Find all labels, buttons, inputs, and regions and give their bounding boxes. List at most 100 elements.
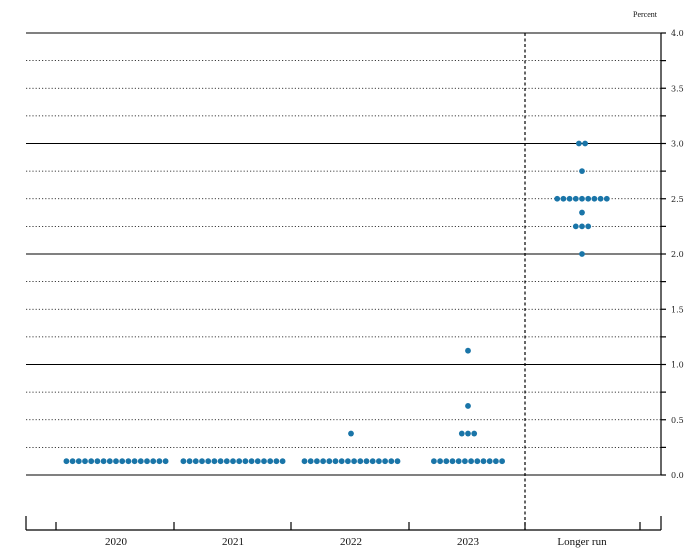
participant-dot: [499, 458, 505, 465]
participant-dot: [579, 195, 585, 202]
participant-dot: [106, 458, 113, 465]
participant-dot: [186, 458, 193, 465]
y-tick-label: 1.5: [671, 305, 684, 314]
participant-dot: [137, 458, 144, 465]
participant-dot: [465, 403, 471, 409]
participant-dot: [582, 140, 588, 147]
participant-dot: [585, 195, 592, 202]
participant-dot: [192, 458, 199, 465]
gridlines: [26, 32, 666, 530]
participant-dot: [63, 458, 70, 465]
participant-dot: [332, 458, 339, 465]
participant-dot: [351, 458, 357, 465]
participant-dot: [603, 195, 610, 202]
participant-dot: [267, 458, 274, 465]
participant-dot: [345, 458, 351, 465]
participant-dot: [369, 458, 376, 465]
participant-dot: [579, 223, 585, 230]
participant-dot: [348, 430, 354, 437]
participant-dot: [320, 458, 326, 465]
participant-dot: [75, 458, 82, 465]
participant-dot: [273, 458, 280, 465]
y-tick-label: 0.5: [671, 416, 684, 425]
participant-dot: [144, 458, 150, 465]
participant-dot: [217, 458, 224, 465]
participant-dot: [474, 458, 481, 465]
participant-dot: [242, 458, 249, 465]
dots: [63, 140, 610, 465]
participant-dot: [326, 458, 333, 465]
participant-dot: [248, 458, 255, 465]
y-axis: 0.0 0.5 1.0 1.5 2.0 2.5 3.0 3.5 4.0: [660, 29, 684, 480]
participant-dot: [314, 458, 320, 465]
participant-dot: [471, 430, 478, 437]
participant-dot: [468, 458, 474, 465]
participant-dot: [94, 458, 101, 465]
y-tick-label: 2.5: [671, 195, 684, 204]
participant-dot: [125, 458, 132, 465]
participant-dot: [579, 209, 585, 216]
participant-dot: [301, 458, 308, 465]
participant-dot: [363, 458, 370, 465]
participant-dot: [579, 251, 585, 257]
y-tick-label: 3.5: [671, 84, 684, 93]
participant-dot: [554, 195, 561, 202]
participant-dot: [357, 458, 364, 465]
participant-dot: [279, 458, 286, 465]
x-axis: 2020 2021 2022 2023 Longer run: [25, 516, 662, 548]
participant-dot: [431, 458, 437, 465]
participant-dot: [223, 458, 230, 465]
participant-dot: [576, 140, 582, 147]
participant-dot: [254, 458, 261, 465]
participant-dot: [211, 458, 218, 465]
y-tick-label: 4.0: [671, 29, 684, 38]
participant-dot: [591, 195, 598, 202]
x-tick-label: 2023: [457, 536, 480, 548]
participant-dot: [261, 458, 267, 465]
participant-dot: [205, 458, 212, 465]
participant-dot: [597, 195, 604, 202]
participant-dot: [480, 458, 487, 465]
participant-dot: [88, 458, 95, 465]
participant-dot: [119, 458, 126, 465]
participant-dot: [180, 458, 187, 465]
participant-dot: [69, 458, 76, 465]
participant-dot: [458, 430, 465, 437]
participant-dot: [486, 458, 493, 465]
participant-dot: [82, 458, 88, 465]
participant-dot: [150, 458, 157, 465]
participant-dot: [465, 347, 471, 354]
x-tick-label: 2021: [222, 536, 244, 548]
participant-dot: [382, 458, 388, 465]
participant-dot: [572, 195, 579, 202]
y-tick-label: 1.0: [671, 361, 684, 370]
participant-dot: [388, 458, 395, 465]
participant-dot: [394, 458, 401, 465]
participant-dot: [465, 430, 471, 437]
participant-dot: [162, 458, 169, 465]
y-axis-unit-label: Percent: [633, 10, 658, 19]
participant-dot: [585, 223, 592, 230]
participant-dot: [579, 168, 585, 175]
x-tick-label: 2022: [340, 536, 362, 548]
x-tick-label: 2020: [105, 536, 128, 548]
participant-dot: [113, 458, 119, 465]
y-tick-label: 0.0: [671, 471, 684, 480]
y-tick-label: 2.0: [671, 250, 684, 259]
participant-dot: [560, 195, 567, 202]
participant-dot: [199, 458, 205, 465]
participant-dot: [100, 458, 107, 465]
x-tick-label: Longer run: [557, 536, 607, 548]
participant-dot: [156, 458, 163, 465]
participant-dot: [462, 458, 468, 465]
participant-dot: [236, 458, 243, 465]
participant-dot: [437, 458, 443, 465]
participant-dot: [566, 195, 573, 202]
participant-dot: [449, 458, 456, 465]
participant-dot: [455, 458, 462, 465]
participant-dot: [443, 458, 450, 465]
participant-dot: [572, 223, 579, 230]
participant-dot: [307, 458, 314, 465]
participant-dot: [131, 458, 138, 465]
